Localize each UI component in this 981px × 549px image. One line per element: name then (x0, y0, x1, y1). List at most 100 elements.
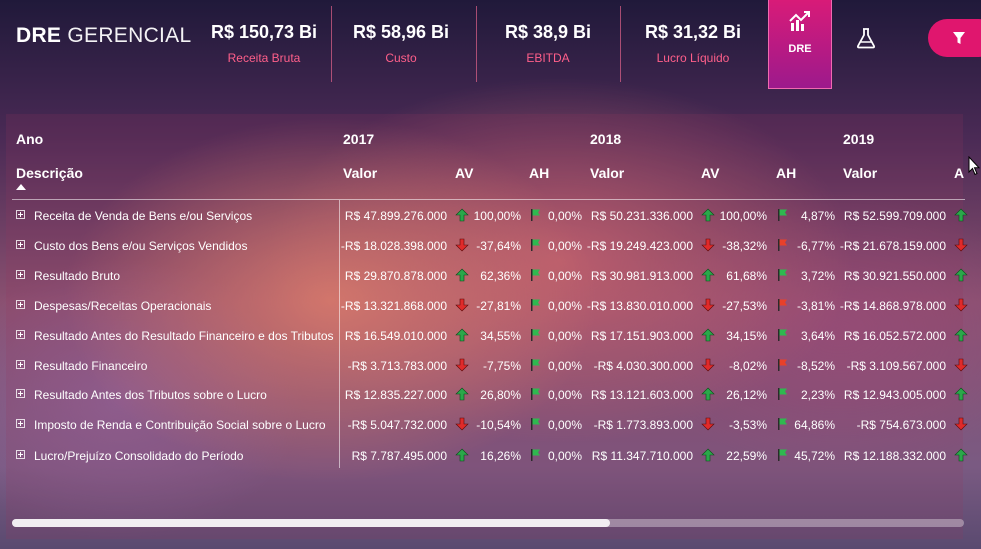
value-2017: -R$ 18.028.398.000 (340, 239, 447, 253)
kpi-receita-bruta: R$ 150,73 Bi Receita Bruta (200, 0, 328, 82)
col-valor-2018[interactable]: Valor (590, 165, 625, 181)
title-light: GERENCIAL (67, 24, 192, 47)
sort-ascending-icon (16, 184, 26, 190)
av-2018: -27,53% (722, 299, 767, 313)
arrow-down-icon (701, 417, 715, 434)
arrow-down-icon (455, 417, 469, 434)
kpi-ebitda: R$ 38,9 Bi EBITDA (482, 0, 614, 82)
row-description: Resultado Antes do Resultado Financeiro … (34, 329, 334, 343)
row-description: Resultado Financeiro (34, 359, 148, 373)
value-2018: -R$ 19.249.423.000 (586, 239, 693, 253)
table-row[interactable]: Receita de Venda de Bens e/ou Serviços R$… (0, 201, 981, 231)
kpi-divider (331, 6, 332, 82)
col-valor-2019[interactable]: Valor (843, 165, 878, 181)
flask-icon[interactable] (854, 26, 878, 50)
col-valor-2017[interactable]: Valor (343, 165, 378, 181)
col-ah-2017[interactable]: AH (529, 165, 550, 181)
kpi-value: R$ 38,9 Bi (504, 22, 592, 42)
dre-tab[interactable]: DRE (768, 0, 832, 89)
filter-button[interactable] (928, 19, 981, 57)
year-header: Ano (16, 131, 44, 147)
value-2017: -R$ 13.321.868.000 (340, 299, 447, 313)
col-ah-2018[interactable]: AH (776, 165, 797, 181)
expand-row-icon[interactable] (16, 270, 25, 279)
value-2019: R$ 12.188.332.000 (843, 449, 946, 463)
expand-row-icon[interactable] (16, 360, 25, 369)
flag-green-icon (777, 208, 789, 225)
table-row[interactable]: Custo dos Bens e/ou Serviços Vendidos -R$… (0, 231, 981, 261)
title-bold: DRE (16, 24, 62, 47)
ah-2018: 4,87% (800, 209, 835, 223)
value-2017: R$ 29.870.878.000 (344, 269, 447, 283)
scrollbar-thumb[interactable] (12, 519, 610, 527)
value-2019: -R$ 14.868.978.000 (839, 299, 946, 313)
description-header[interactable]: Descrição (16, 165, 83, 181)
row-description: Resultado Antes dos Tributos sobre o Luc… (34, 388, 267, 402)
ah-2017: 0,00% (547, 269, 582, 283)
arrow-up-icon (701, 268, 715, 285)
year-2019[interactable]: 2019 (843, 131, 875, 147)
column-divider (339, 200, 340, 468)
ah-2017: 0,00% (547, 449, 582, 463)
year-2018[interactable]: 2018 (590, 131, 622, 147)
value-2019: R$ 12.943.005.000 (843, 388, 946, 402)
ah-2017: 0,00% (547, 388, 582, 402)
arrow-up-icon (455, 208, 469, 225)
header-divider (12, 199, 965, 200)
col-av-2019-partial[interactable]: A (954, 165, 965, 181)
value-2018: R$ 13.121.603.000 (590, 388, 693, 402)
av-2017: -27,81% (476, 299, 521, 313)
ah-2018: -6,77% (796, 239, 835, 253)
expand-row-icon[interactable] (16, 330, 25, 339)
flag-green-icon (530, 448, 542, 465)
value-2019: -R$ 754.673.000 (856, 418, 946, 432)
row-description: Imposto de Renda e Contribuição Social s… (34, 418, 326, 432)
arrow-up-icon (954, 448, 968, 465)
arrow-up-icon (701, 448, 715, 465)
av-2018: 34,15% (726, 329, 767, 343)
value-2019: R$ 16.052.572.000 (843, 329, 946, 343)
table-row[interactable]: Resultado Antes do Resultado Financeiro … (0, 321, 981, 351)
kpi-label: Receita Bruta (227, 51, 301, 65)
flag-green-icon (530, 417, 542, 434)
table-row[interactable]: Resultado Bruto R$ 29.870.878.000 62,36% 0,… (0, 261, 981, 291)
table-row[interactable]: Imposto de Renda e Contribuição Social s… (0, 410, 981, 440)
table-row[interactable]: Resultado Financeiro -R$ 3.713.783.000 -7,… (0, 351, 981, 381)
value-2018: -R$ 1.773.893.000 (593, 418, 693, 432)
av-2017: 62,36% (480, 269, 521, 283)
col-av-2018[interactable]: AV (701, 165, 720, 181)
col-av-2017[interactable]: AV (455, 165, 474, 181)
row-description: Lucro/Prejuízo Consolidado do Período (34, 449, 244, 463)
arrow-up-icon (455, 328, 469, 345)
table-row[interactable]: Despesas/Receitas Operacionais -R$ 13.321… (0, 291, 981, 321)
expand-row-icon[interactable] (16, 389, 25, 398)
av-2018: -3,53% (728, 418, 767, 432)
arrow-down-icon (455, 298, 469, 315)
chart-trend-icon (789, 11, 810, 31)
flag-green-icon (777, 387, 789, 404)
horizontal-scrollbar[interactable] (12, 519, 964, 527)
ah-2017: 0,00% (547, 329, 582, 343)
expand-row-icon[interactable] (16, 300, 25, 309)
expand-row-icon[interactable] (16, 240, 25, 249)
value-2018: -R$ 13.830.010.000 (586, 299, 693, 313)
av-2018: 22,59% (726, 449, 767, 463)
ah-2017: 0,00% (547, 418, 582, 432)
flag-green-icon (530, 328, 542, 345)
table-row[interactable]: Lucro/Prejuízo Consolidado do Período R$ … (0, 441, 981, 471)
arrow-down-icon (954, 358, 968, 375)
row-description: Resultado Bruto (34, 269, 121, 283)
kpi-label: Lucro Líquido (656, 51, 730, 65)
table-row[interactable]: Resultado Antes dos Tributos sobre o Luc… (0, 380, 981, 410)
expand-row-icon[interactable] (16, 210, 25, 219)
flag-green-icon (530, 268, 542, 285)
arrow-up-icon (455, 268, 469, 285)
arrow-up-icon (455, 448, 469, 465)
flag-red-icon (777, 358, 789, 375)
expand-row-icon[interactable] (16, 419, 25, 428)
value-2017: -R$ 5.047.732.000 (347, 418, 447, 432)
year-2017[interactable]: 2017 (343, 131, 375, 147)
ah-2017: 0,00% (547, 359, 582, 373)
expand-row-icon[interactable] (16, 450, 25, 459)
arrow-up-icon (455, 387, 469, 404)
